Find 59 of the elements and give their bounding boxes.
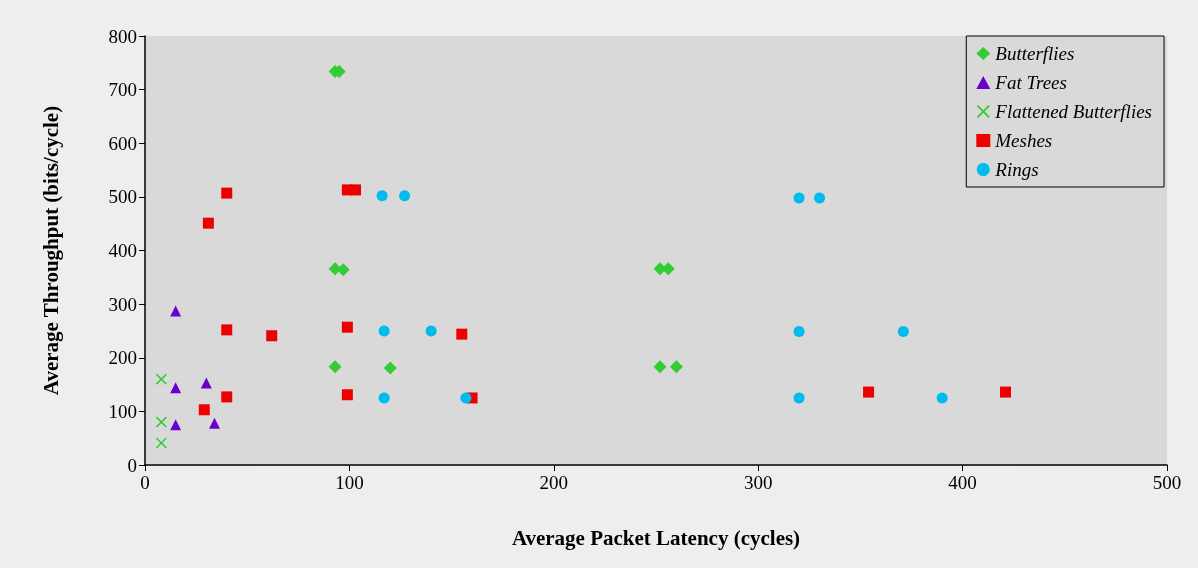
y-tick-label: 300 (108, 293, 137, 315)
legend-label: Butterflies (995, 43, 1075, 64)
point (198, 404, 210, 416)
point (328, 360, 342, 374)
y-tick-label: 800 (108, 25, 137, 47)
point (170, 382, 182, 394)
point (793, 192, 805, 204)
point (221, 187, 233, 199)
point (155, 373, 167, 385)
point (399, 190, 411, 202)
point (221, 324, 233, 336)
point (863, 386, 875, 398)
y-tick-label: 400 (108, 240, 137, 261)
point (814, 192, 826, 204)
y-tick-label: 700 (108, 79, 137, 101)
y-tick-label: 0 (127, 454, 137, 476)
point (155, 416, 167, 428)
point (341, 389, 353, 401)
point (378, 325, 390, 337)
point (350, 184, 362, 196)
point (155, 437, 167, 449)
point (793, 392, 805, 404)
point (170, 419, 182, 431)
point (425, 325, 437, 337)
x-tick-label: 400 (948, 472, 977, 493)
x-tick-label: 300 (743, 472, 773, 493)
point (341, 321, 353, 333)
point (897, 325, 909, 337)
point (336, 263, 350, 277)
y-tick-label: 500 (108, 186, 137, 208)
point (383, 361, 397, 375)
point (202, 217, 214, 229)
y-tick-label: 100 (108, 400, 137, 422)
point (936, 392, 948, 404)
x-tick-label: 100 (335, 472, 364, 493)
x-tick-label: 500 (1152, 472, 1182, 493)
legend-label: Flattened Butterflies (994, 101, 1153, 122)
x-axis-title: Average Packet Latency (cycles) (511, 525, 801, 550)
point (221, 391, 233, 403)
point (170, 305, 182, 317)
point (793, 325, 805, 337)
legend-label: Meshes (994, 130, 1053, 151)
legend-label: Fat Trees (994, 72, 1067, 93)
point (1000, 386, 1012, 398)
point (266, 330, 278, 342)
x-tick-label: 0 (140, 472, 150, 493)
y-tick-label: 200 (108, 347, 137, 369)
point (669, 360, 683, 374)
legend-label: Rings (994, 159, 1039, 180)
y-axis-title: Average Throughput (bits/cycle) (38, 105, 63, 396)
point (378, 392, 390, 404)
point (460, 392, 472, 404)
point (376, 190, 388, 202)
x-tick-label: 200 (539, 472, 569, 493)
point (200, 377, 212, 389)
y-tick-label: 600 (108, 132, 137, 154)
point (456, 328, 468, 340)
point (653, 360, 667, 374)
point (209, 417, 220, 429)
